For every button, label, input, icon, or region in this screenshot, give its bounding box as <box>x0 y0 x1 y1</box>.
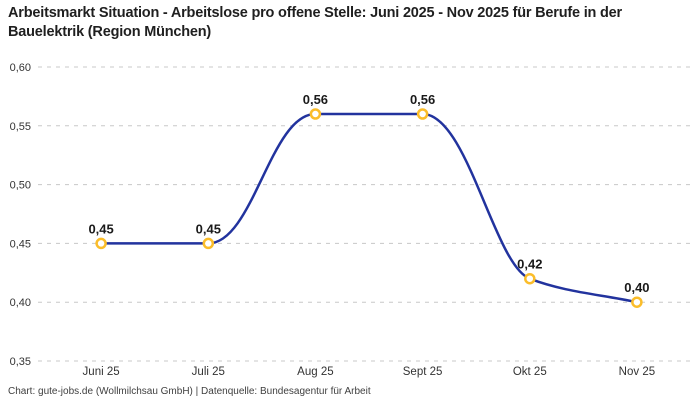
line-chart-canvas: 0,60 0,55 0,50 0,45 0,40 0,35 Juni 25 Juli 25 Au… <box>10 62 694 378</box>
y-axis-tick-label: 0,45 <box>10 238 31 250</box>
data-point-label: 0,40 <box>624 280 649 295</box>
data-point-label: 0,45 <box>196 221 221 236</box>
data-point-marker[interactable] <box>202 237 215 250</box>
data-point-marker[interactable] <box>631 296 643 308</box>
chart-title: Arbeitsmarkt Situation - Arbeitslose pro… <box>8 5 622 40</box>
x-axis-tick-label: Okt 25 <box>513 366 547 378</box>
data-point-label: 0,56 <box>303 92 328 107</box>
data-point-label: 0,45 <box>88 221 113 236</box>
y-axis-tick-label: 0,35 <box>10 356 31 368</box>
line-series <box>99 112 639 304</box>
y-axis-tick-label: 0,50 <box>10 180 31 192</box>
data-point-label: 0,56 <box>410 92 435 107</box>
x-axis-tick-label: Sept 25 <box>403 366 443 378</box>
y-axis-tick-label: 0,60 <box>10 62 31 74</box>
data-point-marker[interactable] <box>95 237 107 250</box>
x-axis-tick-label: Juni 25 <box>83 366 120 378</box>
data-point-marker[interactable] <box>416 108 429 120</box>
y-axis-tick-label: 0,55 <box>10 121 31 133</box>
x-axis-tick-label: Aug 25 <box>297 366 333 378</box>
chart-source-attribution: Chart: gute-jobs.de (Wollmilchsau GmbH) … <box>8 386 371 397</box>
x-axis-tick-label: Juli 25 <box>192 366 225 378</box>
x-axis-tick-label: Nov 25 <box>619 366 655 378</box>
data-point-label: 0,42 <box>517 257 542 272</box>
data-point-marker[interactable] <box>524 272 536 285</box>
y-axis-tick-label: 0,40 <box>10 297 31 309</box>
data-point-marker[interactable] <box>309 108 322 120</box>
